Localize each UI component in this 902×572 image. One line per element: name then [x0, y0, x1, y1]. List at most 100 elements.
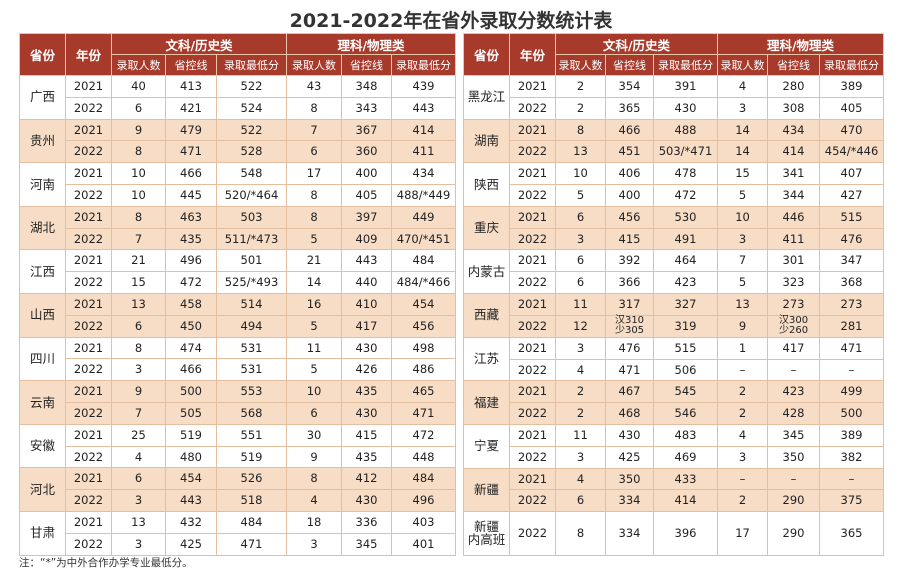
year-cell: 2022: [509, 140, 556, 164]
science-line-cell: 367: [341, 118, 393, 142]
province-name: 江苏: [463, 336, 510, 382]
science-line-cell: 345: [341, 532, 393, 556]
arts-line-cell: 425: [165, 532, 217, 556]
science-min-cell: 375: [819, 489, 885, 513]
table-row: 2022 5 400 472 5 344 427: [464, 183, 885, 207]
year-cell: 2021: [65, 205, 112, 229]
province-name: 贵州: [19, 118, 66, 164]
science-line-cell: 430: [341, 489, 393, 512]
table-row: 贵州 2021 9 479 522 7 367 414: [19, 118, 457, 164]
science-line-cell: 415: [341, 423, 393, 447]
arts-min-cell: 484: [215, 510, 288, 534]
science-line-cell: 428: [767, 402, 821, 425]
table-row: 2022 6 450 494 5 417 456: [20, 314, 457, 338]
science-min-cell: 484/*466: [391, 271, 457, 294]
science-count-cell: 8: [286, 96, 343, 120]
science-count-cell: 5: [286, 227, 343, 251]
science-count-cell: 14: [286, 271, 343, 294]
science-count-cell: 21: [286, 249, 343, 273]
arts-count-cell: 40: [111, 75, 166, 98]
science-min-cell: 471: [391, 401, 457, 425]
science-line-cell: 410: [341, 292, 393, 316]
arts-line-cell: 466: [165, 358, 217, 382]
arts-count-cell: 6: [111, 467, 166, 491]
arts-min-cell: 515: [652, 336, 719, 360]
province-group: 河南 2021 10 466 548 17 400 434 2022 10 445 520/*464 8…: [19, 162, 457, 207]
table-row: 2022 13 451 503/*471 14 414 454/*446: [464, 140, 885, 164]
science-count-cell: 3: [717, 227, 769, 251]
arts-count-cell: 4: [555, 358, 606, 382]
year-cell: 2022: [509, 358, 556, 382]
science-line-cell: 344: [767, 183, 821, 207]
science-count-cell: 2: [717, 489, 769, 513]
table-row: 云南 2021 9 500 553 10 435 465: [19, 380, 457, 425]
arts-min-cell: 423: [652, 271, 719, 294]
table-row: 2022 15 472 525/*493 14 440 484/*466: [20, 271, 457, 294]
year-cell: 2022: [65, 532, 112, 556]
year-cell: 2021: [65, 510, 112, 534]
table-row: 2022 3 466 531 5 426 486: [20, 358, 457, 382]
province-group: 广西 2021 40 413 522 43 348 439 2022 6 421 524 8 343 443: [19, 75, 457, 120]
science-line-cell: 411: [767, 227, 821, 251]
science-count-cell: 43: [286, 75, 343, 98]
province-name: 四川: [19, 336, 66, 382]
science-min-cell: 368: [819, 271, 885, 294]
header-arts-min: 录取最低分: [215, 54, 288, 76]
year-cell: 2022: [509, 227, 556, 251]
table-row: 河北 2021 6 454 526 8 412 484: [19, 467, 457, 512]
table-row: 江西 2021 21 496 501 21 443 484: [19, 249, 457, 294]
science-min-cell: 407: [819, 162, 885, 185]
province-name: 安徽: [19, 423, 66, 469]
arts-min-cell: 518: [215, 489, 288, 512]
arts-min-cell: 478: [652, 162, 719, 185]
science-line-cell: 434: [767, 118, 821, 142]
science-min-cell: 439: [391, 75, 457, 98]
arts-min-cell: 488: [652, 118, 719, 142]
science-line-cell: 430: [341, 401, 393, 425]
arts-min-cell: 514: [215, 292, 288, 316]
s-line-cell: 290: [767, 511, 821, 556]
science-min-cell: 496: [391, 489, 457, 512]
header-science-count: 录取人数: [286, 54, 343, 76]
arts-line-cell: 317: [605, 292, 654, 316]
science-line-cell: 440: [341, 271, 393, 294]
year-cell: 2021: [65, 467, 112, 491]
arts-line-cell: 479: [165, 118, 217, 142]
table-row: 2022 3 425 469 3 350 382: [464, 445, 885, 469]
arts-count-cell: 21: [111, 249, 166, 273]
arts-min-cell: 501: [215, 249, 288, 273]
arts-count-cell: 8: [555, 118, 606, 142]
arts-line-cell: 467: [605, 380, 654, 404]
science-count-cell: 8: [286, 205, 343, 229]
arts-min-cell: 525/*493: [215, 271, 288, 294]
science-min-cell: 273: [819, 292, 885, 316]
science-count-cell: 4: [717, 423, 769, 447]
arts-count-cell: 2: [555, 402, 606, 425]
arts-line-cell: 413: [165, 75, 217, 98]
arts-line-cell: 471: [165, 140, 217, 164]
header-arts-count: 录取人数: [111, 54, 166, 76]
year-cell: 2022: [509, 402, 556, 425]
arts-line-cell: 425: [605, 445, 654, 469]
header-arts-line: 省控线: [165, 54, 217, 76]
province-name: 新疆 内高班: [463, 511, 510, 556]
arts-min-cell: 519: [215, 445, 288, 469]
arts-line-cell: 445: [165, 183, 217, 207]
a-line-cell: 334: [605, 511, 654, 556]
arts-min-cell: 327: [652, 292, 719, 316]
science-min-cell: 456: [391, 314, 457, 338]
science-min-cell: 401: [391, 532, 457, 556]
province-group: 湖南 2021 8 466 488 14 434 470 2022 13 451 503/*471 14…: [463, 118, 885, 164]
province-group: 河北 2021 6 454 526 8 412 484 2022 3 443 518 4 430 496: [19, 467, 457, 512]
province-group: 内蒙古 2021 6 392 464 7 301 347 2022 6 366 423 5 323 368: [463, 249, 885, 294]
science-min-cell: 470: [819, 118, 885, 142]
arts-line-cell: 350: [605, 467, 654, 491]
science-count-cell: 4: [717, 75, 769, 98]
table-row: 2022 7 505 568 6 430 471: [20, 401, 457, 425]
arts-min-cell: 531: [215, 358, 288, 382]
header-science-count: 录取人数: [717, 54, 769, 76]
province-group: 福建 2021 2 467 545 2 423 499 2022 2 468 546 2 428 500: [463, 380, 885, 425]
science-min-cell: 347: [819, 249, 885, 273]
arts-count-cell: 6: [555, 249, 606, 273]
header-arts-line: 省控线: [605, 54, 654, 76]
